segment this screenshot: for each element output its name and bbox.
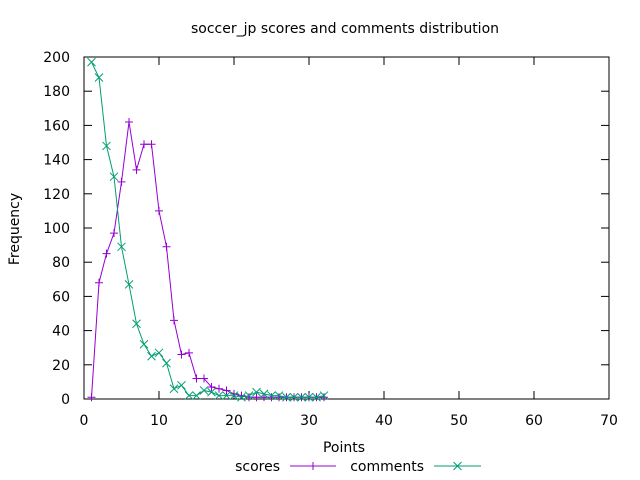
data-point-scores — [260, 393, 268, 402]
data-point-comments — [192, 391, 201, 400]
x-tick-label: 30 — [300, 413, 318, 429]
legend-label: scores — [235, 459, 280, 475]
data-point-comments — [184, 391, 194, 400]
y-tick-label: 100 — [43, 221, 70, 237]
y-tick-label: 40 — [52, 324, 70, 340]
data-point-comments — [267, 391, 276, 400]
data-point-comments — [289, 392, 299, 402]
data-point-comments — [207, 387, 216, 397]
x-tick-label: 20 — [225, 413, 243, 429]
data-point-scores — [162, 242, 171, 251]
data-point-scores — [267, 393, 276, 402]
data-point-comments — [214, 391, 224, 400]
data-point-comments — [132, 319, 141, 329]
axis-ticks — [84, 57, 609, 399]
y-tick-label: 120 — [43, 187, 70, 203]
data-point-comments — [304, 392, 314, 402]
legend-swatch-marker — [309, 462, 317, 470]
data-point-comments — [252, 387, 261, 397]
x-tick-label: 70 — [600, 413, 618, 429]
chart-title: soccer_jp scores and comments distributi… — [191, 21, 499, 37]
data-point-scores — [125, 117, 133, 126]
data-point-comments — [274, 391, 284, 400]
data-point-scores — [95, 278, 103, 287]
data-point-scores — [320, 393, 328, 402]
series-line-scores — [91, 121, 324, 398]
data-point-scores — [87, 393, 96, 402]
legend-entry-comments: comments — [350, 459, 481, 475]
data-point-comments — [109, 172, 119, 182]
y-axis-label: Frequency — [7, 193, 23, 265]
x-tick-label: 40 — [375, 413, 393, 429]
data-point-scores — [192, 374, 201, 383]
data-point-comments — [154, 348, 164, 358]
y-tick-label: 160 — [43, 118, 70, 134]
data-point-scores — [275, 393, 283, 402]
data-point-comments — [169, 384, 179, 394]
data-point-scores — [185, 348, 193, 357]
legend: scores comments — [235, 459, 481, 475]
legend-entry-scores: scores — [235, 459, 336, 475]
data-point-comments — [319, 391, 329, 400]
data-point-scores — [102, 249, 111, 258]
data-point-scores — [132, 165, 141, 174]
data-point-comments — [124, 280, 134, 289]
y-tick-label: 200 — [43, 50, 70, 66]
data-point-comments — [229, 391, 239, 400]
data-point-comments — [117, 242, 126, 252]
data-point-comments — [94, 73, 104, 82]
data-point-scores — [237, 391, 246, 400]
data-point-comments — [222, 391, 231, 400]
y-tick-label: 180 — [43, 84, 70, 100]
data-point-comments — [147, 351, 156, 361]
data-point-scores — [140, 140, 148, 149]
data-point-scores — [147, 140, 156, 149]
series-layer — [87, 57, 329, 402]
data-point-scores — [207, 383, 216, 392]
data-point-scores — [117, 177, 126, 186]
data-point-comments — [297, 392, 306, 402]
data-point-scores — [110, 229, 118, 238]
data-point-comments — [102, 141, 111, 151]
y-tick-label: 140 — [43, 153, 70, 169]
data-point-comments — [244, 391, 254, 400]
x-tick-label: 50 — [450, 413, 468, 429]
data-point-comments — [177, 380, 186, 390]
data-point-comments — [87, 57, 96, 67]
data-point-comments — [199, 386, 209, 395]
data-point-comments — [139, 339, 149, 349]
data-point-comments — [282, 392, 291, 402]
data-point-scores — [252, 393, 261, 402]
y-tick-label: 60 — [52, 289, 70, 305]
y-tick-label: 0 — [61, 392, 70, 408]
data-point-scores — [215, 384, 223, 393]
data-point-comments — [259, 389, 269, 399]
x-axis-label: Points — [323, 440, 365, 456]
data-point-scores — [245, 393, 253, 402]
data-point-scores — [200, 374, 208, 383]
data-point-scores — [177, 350, 186, 359]
data-point-comments — [162, 358, 171, 368]
series-line-comments — [91, 61, 325, 398]
x-tick-label: 60 — [525, 413, 543, 429]
data-point-scores — [230, 389, 238, 398]
data-point-scores — [155, 206, 163, 215]
data-point-comments — [237, 392, 246, 402]
x-tick-label: 0 — [80, 413, 89, 429]
series-comments — [87, 57, 329, 402]
x-tick-label: 10 — [150, 413, 168, 429]
y-tick-label: 20 — [52, 358, 70, 374]
y-tick-label: 80 — [52, 255, 70, 271]
data-point-scores — [222, 386, 231, 395]
legend-swatch-marker — [453, 461, 462, 471]
data-point-scores — [170, 316, 178, 325]
data-point-comments — [312, 392, 321, 402]
legend-label: comments — [350, 459, 424, 475]
tick-labels: 0 10 20 30 40 50 60 70 0 20 40 60 80 100 120 140 160 180 2… — [43, 50, 618, 429]
